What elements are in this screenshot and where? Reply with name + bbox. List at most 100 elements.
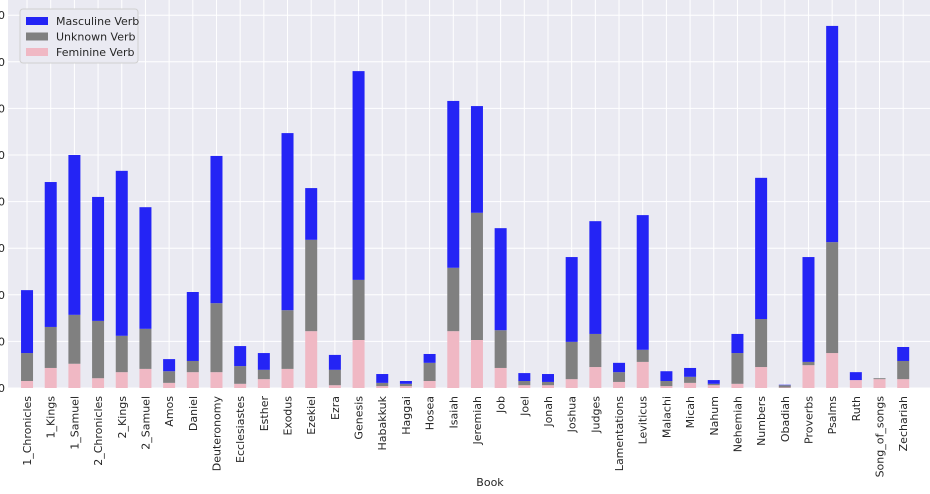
bar-segment: [494, 367, 507, 388]
bar-segment: [897, 346, 910, 361]
bar-segment: [257, 369, 270, 380]
bar-segment: [826, 242, 839, 354]
bar-segment: [542, 385, 554, 388]
bar-segment: [21, 381, 34, 388]
y-tick-label: 700: [0, 56, 5, 69]
bar-segment: [376, 374, 389, 383]
bar-segment: [755, 177, 768, 320]
y-tick-label: 300: [0, 242, 5, 255]
bar-segment: [802, 365, 815, 388]
x-tick-label: Joel: [518, 396, 531, 417]
bar-segment: [234, 383, 247, 388]
bar-segment: [636, 349, 649, 362]
bar-segment: [92, 378, 105, 388]
x-tick-label: Amos: [163, 396, 176, 427]
bar-segment: [731, 383, 744, 388]
y-tick-label: 500: [0, 149, 5, 162]
bar-segment: [542, 374, 554, 382]
legend-box: [19, 8, 139, 64]
legend: Masculine Verb Unknown Verb Feminine Verb: [19, 8, 139, 64]
x-tick-label: Nehemiah: [731, 396, 744, 452]
bar-segment: [115, 170, 128, 336]
bar-segment: [328, 354, 341, 370]
x-tick-label: 1_Chronicles: [21, 396, 34, 466]
x-tick-label: Lamentations: [613, 396, 626, 471]
bar-segment: [636, 361, 649, 388]
x-tick-label: 1_Kings: [45, 396, 58, 439]
bar-segment: [660, 381, 673, 387]
x-tick-label: Judges: [589, 396, 602, 434]
bar-segment: [447, 267, 460, 332]
x-tick-label: Hosea: [424, 396, 437, 430]
x-tick-label: Ruth: [850, 396, 863, 421]
bar-segment: [470, 106, 483, 213]
x-tick-label: Esther: [258, 396, 271, 432]
bar-segment: [660, 386, 673, 388]
x-tick-label: Nahum: [708, 396, 721, 436]
bar-segment: [613, 372, 626, 382]
bar-segment: [186, 292, 199, 361]
x-tick-label: Genesis: [353, 396, 366, 440]
bar-segment: [234, 366, 247, 384]
bar-segment: [731, 333, 744, 354]
y-tick-label: 800: [0, 9, 5, 22]
bar-segment: [897, 360, 910, 380]
bar-segment: [328, 369, 341, 386]
bar-segment: [873, 379, 886, 388]
bar-segment: [281, 310, 294, 369]
bar-segment: [92, 196, 105, 321]
bar-segment: [423, 362, 436, 382]
bar-segment: [613, 362, 626, 373]
bar-segment: [139, 207, 152, 329]
bar-segment: [565, 341, 578, 380]
bar-segment: [376, 386, 389, 388]
bar-segment: [186, 372, 199, 388]
x-tick-label: Zechariah: [897, 396, 910, 451]
y-tick-label: 600: [0, 102, 5, 115]
x-tick-label: Obadiah: [779, 396, 792, 442]
bar-segment: [423, 381, 436, 388]
bar-segment: [44, 326, 57, 368]
bar-segment: [447, 100, 460, 268]
bar-segment: [163, 371, 176, 383]
bar-segment: [447, 331, 460, 388]
bar-segment: [210, 303, 223, 373]
bar-segment: [684, 376, 697, 383]
x-tick-label: Jonah: [542, 396, 555, 428]
x-tick-label: 2_Samuel: [139, 396, 152, 450]
bar-segment: [518, 385, 531, 388]
bar-segment: [778, 385, 791, 388]
bar-segment: [707, 385, 720, 388]
x-tick-label: Jeremiah: [471, 396, 484, 446]
bar-segment: [92, 320, 105, 379]
x-tick-label: Leviticus: [637, 396, 650, 445]
x-tick-label: 2_Kings: [116, 396, 129, 439]
x-tick-label: Exodus: [282, 396, 295, 436]
bar-segment: [21, 290, 34, 354]
x-tick-label: Song_of_songs: [874, 396, 887, 478]
x-tick-label: Habakkuk: [376, 395, 389, 450]
x-tick-label: Daniel: [187, 396, 200, 431]
bar-segment: [376, 382, 389, 387]
x-tick-label: Isaiah: [447, 396, 460, 429]
bar-segment: [423, 353, 436, 363]
x-tick-label: Ezra: [329, 396, 342, 420]
bar-segment: [565, 379, 578, 388]
x-tick-label: Proverbs: [802, 396, 815, 444]
bar-segment: [305, 331, 318, 388]
bar-segment: [518, 381, 531, 386]
bar-segment: [68, 314, 81, 364]
bar-segment: [139, 368, 152, 388]
bar-segment: [234, 346, 247, 367]
bar-segment: [849, 380, 862, 388]
bar-segment: [494, 330, 507, 368]
bar-segment: [826, 353, 839, 388]
y-tick-label: 200: [0, 289, 5, 302]
x-axis-label: Book: [476, 476, 504, 489]
bar-segment: [305, 239, 318, 332]
x-tick-label: 2_Chronicles: [92, 396, 105, 466]
legend-swatch: [26, 32, 48, 41]
legend-label: Unknown Verb: [56, 31, 136, 44]
